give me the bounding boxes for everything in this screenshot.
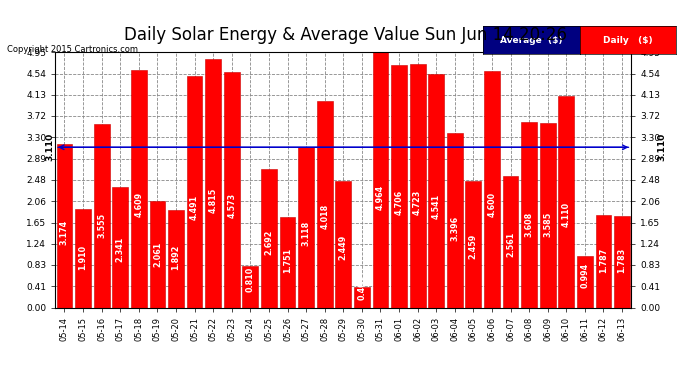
Bar: [354, 287, 370, 308]
Text: 2.061: 2.061: [153, 242, 162, 267]
Text: 3.110: 3.110: [46, 133, 55, 161]
Bar: [279, 217, 295, 308]
Text: 2.692: 2.692: [264, 230, 273, 255]
Text: 3.585: 3.585: [543, 212, 552, 237]
Bar: [206, 60, 221, 308]
Text: 4.491: 4.491: [190, 195, 199, 220]
Text: 1.783: 1.783: [618, 248, 627, 273]
Text: 3.396: 3.396: [451, 216, 460, 241]
Text: 4.609: 4.609: [135, 192, 144, 217]
Text: 4.018: 4.018: [320, 204, 329, 229]
Bar: [168, 210, 184, 308]
Bar: [75, 209, 91, 308]
Text: 4.541: 4.541: [432, 194, 441, 219]
Bar: [317, 100, 333, 308]
Bar: [521, 122, 537, 308]
Text: 4.815: 4.815: [208, 188, 217, 213]
Bar: [466, 181, 481, 308]
Bar: [112, 187, 128, 308]
Bar: [540, 123, 555, 308]
Text: 3.608: 3.608: [524, 211, 533, 237]
Text: 1.751: 1.751: [283, 248, 292, 273]
Bar: [57, 144, 72, 308]
Text: 4.964: 4.964: [376, 185, 385, 210]
Bar: [614, 216, 630, 308]
Bar: [150, 201, 166, 308]
Text: 2.561: 2.561: [506, 232, 515, 257]
Text: 3.118: 3.118: [302, 221, 310, 246]
Bar: [187, 76, 202, 308]
Text: Daily   ($): Daily ($): [603, 36, 653, 45]
Text: 1.910: 1.910: [79, 245, 88, 270]
Bar: [224, 72, 239, 308]
Bar: [502, 176, 518, 308]
Bar: [242, 266, 258, 308]
Bar: [94, 124, 110, 308]
Bar: [595, 216, 611, 308]
Text: 0.810: 0.810: [246, 266, 255, 292]
Text: 4.110: 4.110: [562, 202, 571, 227]
Bar: [577, 256, 593, 307]
Text: Daily Solar Energy & Average Value Sun Jun 14 20:26: Daily Solar Energy & Average Value Sun J…: [124, 26, 566, 44]
Text: Copyright 2015 Cartronics.com: Copyright 2015 Cartronics.com: [7, 45, 138, 54]
Text: 3.110: 3.110: [658, 133, 667, 161]
Text: 4.600: 4.600: [487, 192, 497, 217]
Bar: [261, 169, 277, 308]
Bar: [391, 65, 407, 308]
Text: 0.401: 0.401: [357, 274, 366, 300]
Text: 0.994: 0.994: [580, 263, 589, 288]
Text: 4.723: 4.723: [413, 190, 422, 215]
Text: 1.787: 1.787: [599, 247, 608, 273]
Text: 2.459: 2.459: [469, 234, 478, 260]
Text: Average  ($): Average ($): [500, 36, 562, 45]
Bar: [298, 147, 314, 308]
Bar: [447, 132, 463, 308]
Bar: [335, 182, 351, 308]
Text: 3.555: 3.555: [97, 213, 106, 238]
Bar: [131, 70, 147, 308]
Text: 1.892: 1.892: [172, 245, 181, 270]
Text: 3.174: 3.174: [60, 220, 69, 245]
Bar: [484, 70, 500, 308]
Text: 4.573: 4.573: [227, 193, 236, 218]
Text: 2.341: 2.341: [116, 236, 125, 262]
Bar: [373, 52, 388, 308]
Bar: [558, 96, 574, 308]
Text: 2.449: 2.449: [339, 234, 348, 260]
Text: 4.706: 4.706: [395, 190, 404, 215]
Bar: [410, 64, 426, 308]
Bar: [428, 74, 444, 308]
